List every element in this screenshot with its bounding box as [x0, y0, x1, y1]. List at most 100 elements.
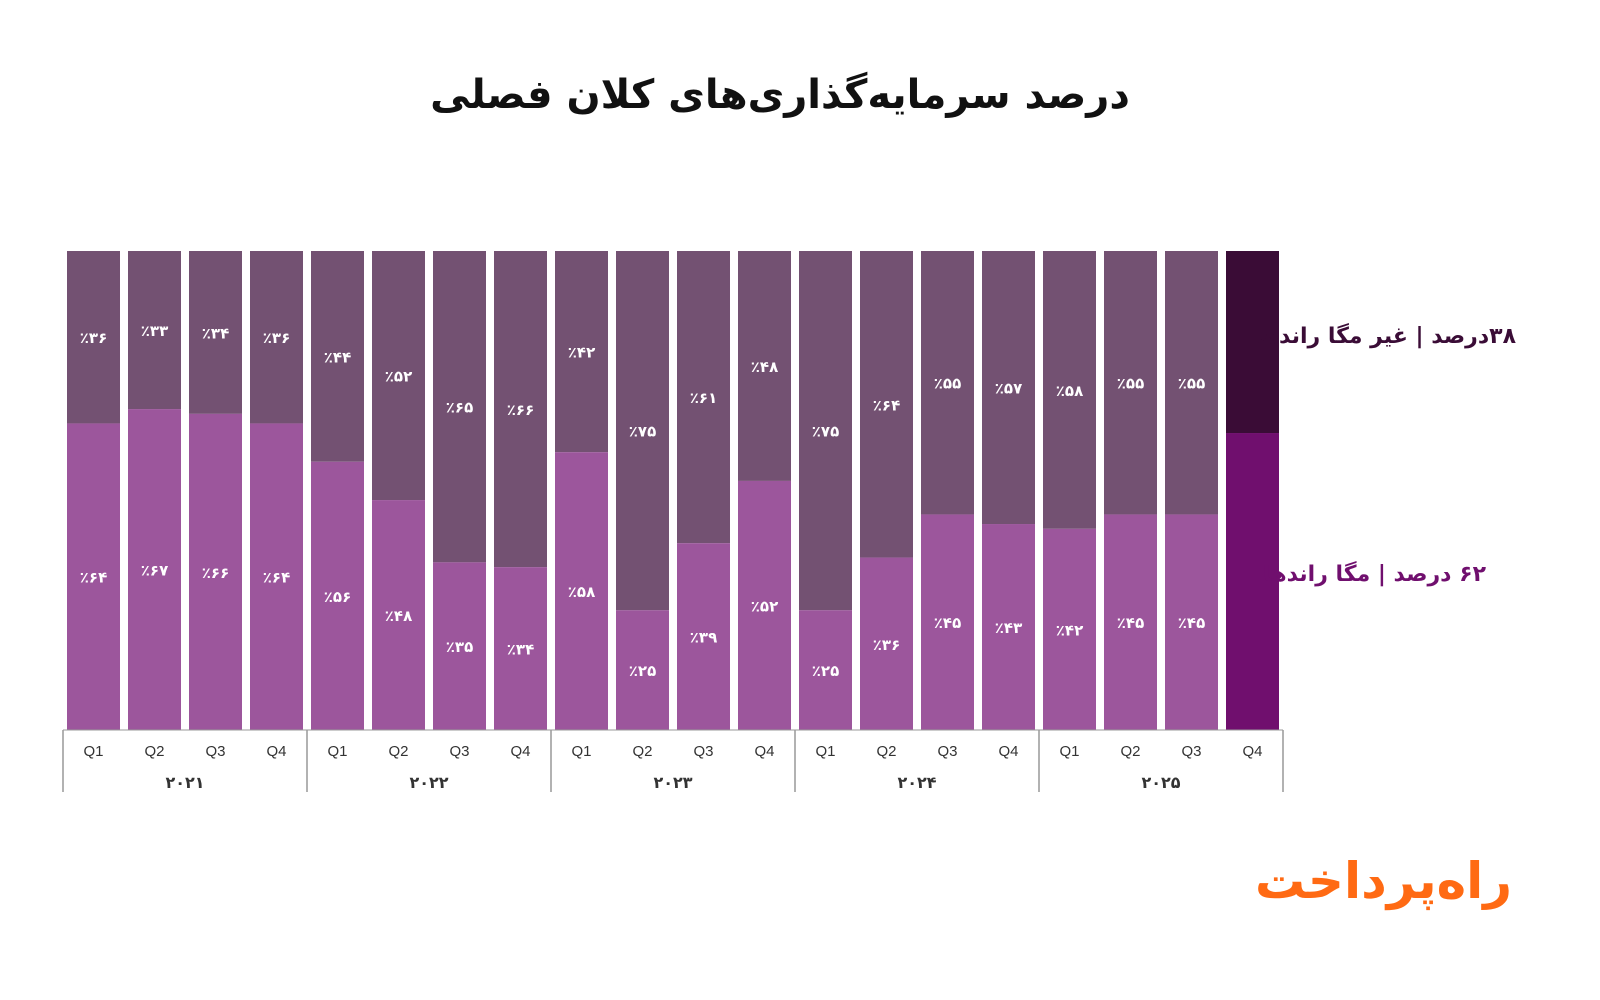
quarter-tick-label: Q1	[571, 743, 591, 760]
quarter-tick-label: Q1	[1059, 743, 1079, 760]
data-label-non-mega: ٪۷۵	[629, 423, 656, 441]
data-label-mega: ٪۳۹	[690, 629, 717, 647]
bar-non-mega	[921, 251, 974, 515]
bar-non-mega	[67, 251, 120, 424]
bar-non-mega	[982, 251, 1035, 525]
bar-non-mega	[433, 251, 486, 563]
data-label-mega: ٪۶۴	[80, 569, 107, 587]
data-label-non-mega: ٪۴۴	[324, 348, 351, 366]
quarter-tick-label: Q1	[327, 743, 347, 760]
data-label-mega: ٪۵۶	[324, 588, 351, 606]
data-label-non-mega: ٪۳۳	[141, 322, 168, 340]
bar-non-mega	[677, 251, 730, 544]
data-label-mega: ٪۴۵	[934, 614, 961, 632]
data-label-non-mega: ٪۴۸	[751, 358, 778, 376]
bar-non-mega	[1165, 251, 1218, 515]
data-label-non-mega: ٪۵۸	[1056, 382, 1083, 400]
data-label-mega: ٪۳۶	[873, 636, 900, 654]
bar-mega	[67, 423, 120, 730]
bar-mega	[494, 567, 547, 730]
data-label-mega: ٪۴۲	[1056, 621, 1083, 639]
data-label-non-mega: ٪۵۵	[1178, 375, 1205, 393]
data-label-mega: ٪۴۵	[1178, 614, 1205, 632]
quarter-tick-label: Q3	[937, 743, 957, 760]
bar-non-mega	[616, 251, 669, 611]
quarter-tick-label: Q3	[693, 743, 713, 760]
data-label-mega: ٪۴۵	[1117, 614, 1144, 632]
data-label-non-mega: ٪۶۶	[507, 401, 534, 419]
bar-mega	[1104, 514, 1157, 730]
data-label-non-mega: ٪۵۲	[385, 368, 412, 386]
quarter-tick-label: Q4	[266, 743, 286, 760]
bar-mega	[128, 409, 181, 730]
quarter-tick-label: Q2	[632, 743, 652, 760]
bar-mega	[677, 543, 730, 730]
bar-non-mega	[555, 251, 608, 453]
bar-non-mega	[128, 251, 181, 410]
quarter-tick-label: Q4	[510, 743, 530, 760]
year-tick-label: ۲۰۲۳	[653, 773, 692, 792]
data-label-mega: ٪۴۸	[385, 607, 412, 625]
quarter-tick-label: Q1	[815, 743, 835, 760]
quarter-tick-label: Q4	[754, 743, 774, 760]
quarter-tick-label: Q4	[998, 743, 1018, 760]
quarter-tick-label: Q3	[449, 743, 469, 760]
data-label-non-mega: ٪۶۵	[446, 399, 473, 417]
data-label-mega: ٪۵۸	[568, 583, 595, 601]
data-label-mega: ٪۶۷	[141, 562, 168, 580]
data-label-non-mega: ٪۳۶	[80, 329, 107, 347]
data-label-mega: ٪۳۵	[446, 638, 473, 656]
data-label-non-mega: ٪۵۷	[995, 380, 1022, 398]
bar-mega	[738, 480, 791, 730]
quarter-tick-label: Q3	[205, 743, 225, 760]
quarter-tick-label: Q2	[1120, 743, 1140, 760]
data-label-mega: ٪۵۲	[751, 597, 778, 615]
bar-non-mega	[1104, 251, 1157, 515]
data-label-non-mega: ٪۶۴	[873, 396, 900, 414]
year-tick-label: ۲۰۲۱	[165, 773, 204, 792]
data-label-non-mega: ٪۶۱	[690, 389, 717, 407]
bar-non-mega	[738, 251, 791, 481]
bar-mega	[555, 452, 608, 730]
bar-non-mega	[189, 251, 242, 414]
bar-mega	[1043, 528, 1096, 730]
bar-mega	[616, 610, 669, 730]
data-label-non-mega: ٪۵۵	[1117, 375, 1144, 393]
data-label-mega: ٪۲۵	[812, 662, 839, 680]
bar-mega	[433, 562, 486, 730]
bar-mega	[1226, 433, 1279, 730]
data-label-non-mega: ٪۷۵	[812, 423, 839, 441]
legend-mega: ۶۲ درصد | مگا راندها	[1263, 562, 1486, 587]
data-label-mega: ٪۶۴	[263, 569, 290, 587]
bar-mega	[982, 524, 1035, 730]
bar-mega	[372, 500, 425, 730]
data-label-non-mega: ٪۴۲	[568, 344, 595, 362]
bar-mega	[189, 413, 242, 730]
data-label-mega: ٪۴۳	[995, 619, 1022, 637]
data-label-mega: ٪۳۴	[507, 641, 534, 659]
bar-mega	[311, 461, 364, 730]
data-label-mega: ٪۲۵	[629, 662, 656, 680]
year-tick-label: ۲۰۲۲	[409, 773, 448, 792]
data-label-non-mega: ٪۳۶	[263, 329, 290, 347]
chart-title: درصد سرمایه‌گذاری‌های کلان فصلی	[430, 72, 1130, 118]
data-label-non-mega: ٪۵۵	[934, 375, 961, 393]
year-tick-label: ۲۰۲۴	[897, 773, 936, 792]
bar-mega	[860, 557, 913, 730]
bar-mega	[250, 423, 303, 730]
data-label-mega: ٪۶۶	[202, 564, 229, 582]
quarter-tick-label: Q2	[876, 743, 896, 760]
bar-non-mega	[494, 251, 547, 568]
quarter-tick-label: Q4	[1242, 743, 1262, 760]
bar-mega	[921, 514, 974, 730]
quarter-tick-label: Q2	[388, 743, 408, 760]
bar-non-mega	[1043, 251, 1096, 529]
legend-non-mega: ۳۸درصد | غیر مگا راندها	[1255, 324, 1516, 349]
raahpardakht-logo: راه‌پرداخت	[1255, 852, 1514, 910]
bar-non-mega	[311, 251, 364, 462]
bar-non-mega	[799, 251, 852, 611]
quarter-tick-label: Q2	[144, 743, 164, 760]
bar-non-mega	[1226, 251, 1279, 434]
data-label-non-mega: ٪۳۴	[202, 324, 229, 342]
